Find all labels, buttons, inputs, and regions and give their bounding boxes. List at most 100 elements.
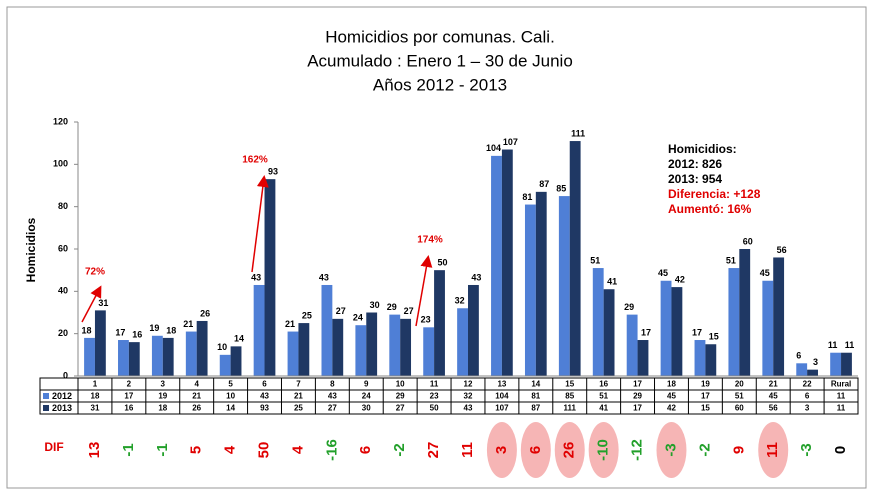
dif-value: 4 bbox=[289, 445, 306, 454]
data-label: 51 bbox=[726, 255, 736, 265]
data-label: 27 bbox=[336, 306, 346, 316]
x-tick-label: 6 bbox=[262, 380, 267, 389]
table-cell: 29 bbox=[633, 392, 642, 401]
data-label: 56 bbox=[777, 245, 787, 255]
dif-highlight bbox=[656, 422, 687, 478]
bar bbox=[660, 280, 672, 376]
table-cell: 51 bbox=[735, 392, 744, 401]
bar bbox=[592, 268, 604, 376]
dif-value: 26 bbox=[561, 442, 578, 459]
table-cell: 17 bbox=[124, 392, 133, 401]
dif-value: -1 bbox=[120, 443, 137, 456]
table-cell: 10 bbox=[226, 392, 235, 401]
bar bbox=[94, 310, 106, 376]
data-label: 111 bbox=[571, 128, 585, 138]
data-label: 85 bbox=[556, 183, 566, 193]
dif-value: 6 bbox=[527, 446, 544, 454]
table-cell: 81 bbox=[531, 392, 540, 401]
table-cell: 87 bbox=[531, 404, 540, 413]
x-tick-label: 18 bbox=[667, 380, 676, 389]
bar bbox=[694, 340, 706, 376]
table-cell: 3 bbox=[805, 404, 810, 413]
x-tick-label: 15 bbox=[565, 380, 574, 389]
table-cell: 104 bbox=[495, 392, 509, 401]
y-tick-label: 40 bbox=[58, 286, 68, 296]
y-tick-label: 20 bbox=[58, 328, 68, 338]
table-cell: 93 bbox=[260, 404, 269, 413]
dif-value: -3 bbox=[662, 443, 679, 456]
data-label: 17 bbox=[641, 327, 651, 337]
data-label: 15 bbox=[709, 332, 719, 342]
table-cell: 11 bbox=[837, 392, 846, 401]
dif-highlight bbox=[588, 422, 619, 478]
table-cell: 26 bbox=[192, 404, 201, 413]
bar bbox=[603, 289, 615, 376]
bar bbox=[162, 337, 174, 376]
data-label: 32 bbox=[455, 296, 465, 306]
title-line: Homicidios por comunas. Cali. bbox=[325, 27, 555, 46]
data-label: 23 bbox=[421, 315, 431, 325]
table-cell: 17 bbox=[633, 404, 642, 413]
bar bbox=[400, 318, 412, 376]
bar bbox=[423, 327, 435, 376]
info-line: Aumentó: 16% bbox=[668, 202, 752, 216]
bar bbox=[321, 284, 333, 376]
table-cell: 43 bbox=[464, 404, 473, 413]
bar bbox=[151, 335, 163, 376]
data-label: 24 bbox=[353, 313, 363, 323]
dif-value: 11 bbox=[764, 442, 781, 458]
data-label: 17 bbox=[115, 327, 125, 337]
data-label: 27 bbox=[404, 306, 414, 316]
y-tick-label: 100 bbox=[53, 159, 68, 169]
x-tick-label: 10 bbox=[396, 380, 405, 389]
x-tick-label: 17 bbox=[633, 380, 642, 389]
dif-value: 3 bbox=[493, 446, 510, 454]
info-line: Homicidios: bbox=[668, 142, 737, 156]
data-label: 43 bbox=[251, 272, 261, 282]
x-tick-label: 20 bbox=[735, 380, 744, 389]
bar bbox=[332, 318, 344, 376]
x-tick-label: 2 bbox=[127, 380, 132, 389]
dif-value: 0 bbox=[832, 446, 849, 454]
table-cell: 11 bbox=[837, 404, 846, 413]
data-label: 18 bbox=[166, 325, 176, 335]
legend-label: 2012 bbox=[52, 391, 72, 401]
x-tick-label: 19 bbox=[701, 380, 710, 389]
title-line: Años 2012 - 2013 bbox=[373, 75, 507, 94]
dif-value: 9 bbox=[730, 446, 747, 454]
dif-value: 5 bbox=[188, 446, 205, 454]
x-tick-label: 13 bbox=[497, 380, 506, 389]
table-cell: 27 bbox=[328, 404, 337, 413]
annotation: 72% bbox=[85, 267, 105, 278]
bar bbox=[366, 312, 378, 376]
bar bbox=[389, 314, 401, 376]
data-label: 17 bbox=[692, 327, 702, 337]
table-cell: 21 bbox=[192, 392, 201, 401]
dif-value: -16 bbox=[323, 439, 340, 461]
bar bbox=[558, 196, 570, 376]
table-cell: 14 bbox=[226, 404, 235, 413]
data-label: 31 bbox=[98, 298, 108, 308]
table-cell: 18 bbox=[91, 392, 100, 401]
dif-value: 11 bbox=[459, 442, 476, 458]
table-cell: 41 bbox=[599, 404, 608, 413]
bar bbox=[434, 270, 445, 376]
data-label: 45 bbox=[760, 268, 770, 278]
bar bbox=[762, 280, 774, 376]
dif-value: 4 bbox=[222, 445, 239, 454]
table-cell: 85 bbox=[565, 392, 574, 401]
data-label: 81 bbox=[522, 192, 532, 202]
dif-value: 13 bbox=[86, 442, 103, 459]
table-cell: 51 bbox=[599, 392, 608, 401]
bar bbox=[457, 308, 468, 376]
bar bbox=[128, 342, 140, 376]
data-label: 18 bbox=[82, 325, 92, 335]
dif-value: -12 bbox=[629, 439, 646, 461]
table-cell: 111 bbox=[564, 404, 577, 413]
data-label: 45 bbox=[658, 268, 668, 278]
bar bbox=[524, 204, 536, 376]
bar bbox=[298, 323, 310, 376]
table-cell: 60 bbox=[735, 404, 744, 413]
bar bbox=[491, 155, 502, 376]
dif-highlight bbox=[758, 422, 789, 478]
